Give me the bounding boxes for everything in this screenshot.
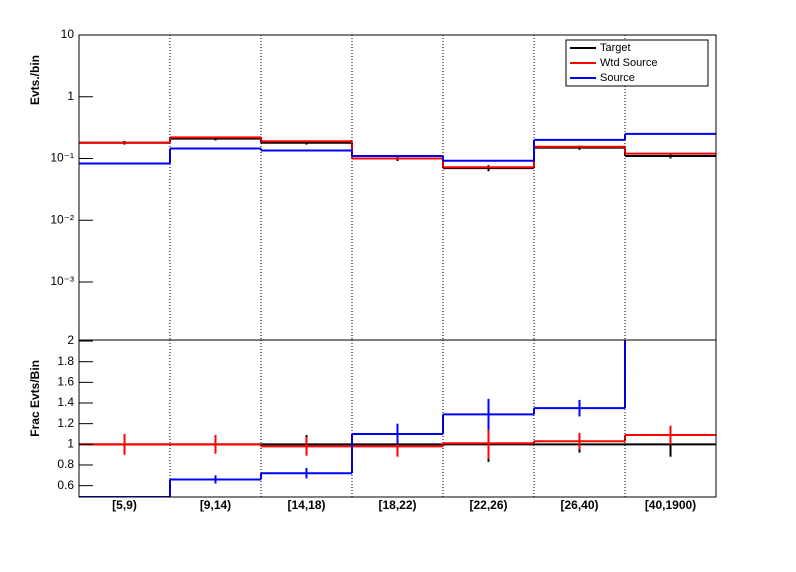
y-tick-label: 1: [67, 89, 74, 103]
legend-label: Target: [600, 42, 631, 54]
y-axis-title: Evts./bin: [28, 55, 42, 105]
plot-area: [79, 132, 716, 172]
plot-area: [79, 340, 716, 497]
y-tick-label: 1.4: [57, 395, 74, 409]
x-tick-label: [9,14): [200, 498, 231, 512]
x-tick-label: [22,26): [469, 498, 507, 512]
y-tick-label: 0.8: [57, 457, 74, 471]
y-tick-label: 2: [67, 333, 74, 347]
legend-label: Source: [600, 72, 635, 84]
x-tick-label: [5,9): [112, 498, 137, 512]
y-tick-label: 1.2: [57, 416, 74, 430]
y-axis-title: Frac Evts/Bin: [28, 360, 42, 437]
x-tick-label: [40,1900): [645, 498, 696, 512]
x-tick-label: [14,18): [287, 498, 325, 512]
y-tick-label: 10⁻³: [50, 274, 74, 288]
legend-label: Wtd Source: [600, 57, 657, 69]
y-tick-label: 10⁻²: [50, 212, 74, 226]
y-tick-label: 10: [61, 27, 75, 41]
x-tick-label: [26,40): [560, 498, 598, 512]
y-tick-label: 1: [67, 436, 74, 450]
y-tick-label: 10⁻¹: [50, 151, 74, 165]
y-tick-label: 1.8: [57, 354, 74, 368]
pad-frame: [78, 339, 717, 498]
y-tick-label: 1.6: [57, 375, 74, 389]
x-tick-label: [18,22): [378, 498, 416, 512]
y-tick-label: 0.6: [57, 478, 74, 492]
